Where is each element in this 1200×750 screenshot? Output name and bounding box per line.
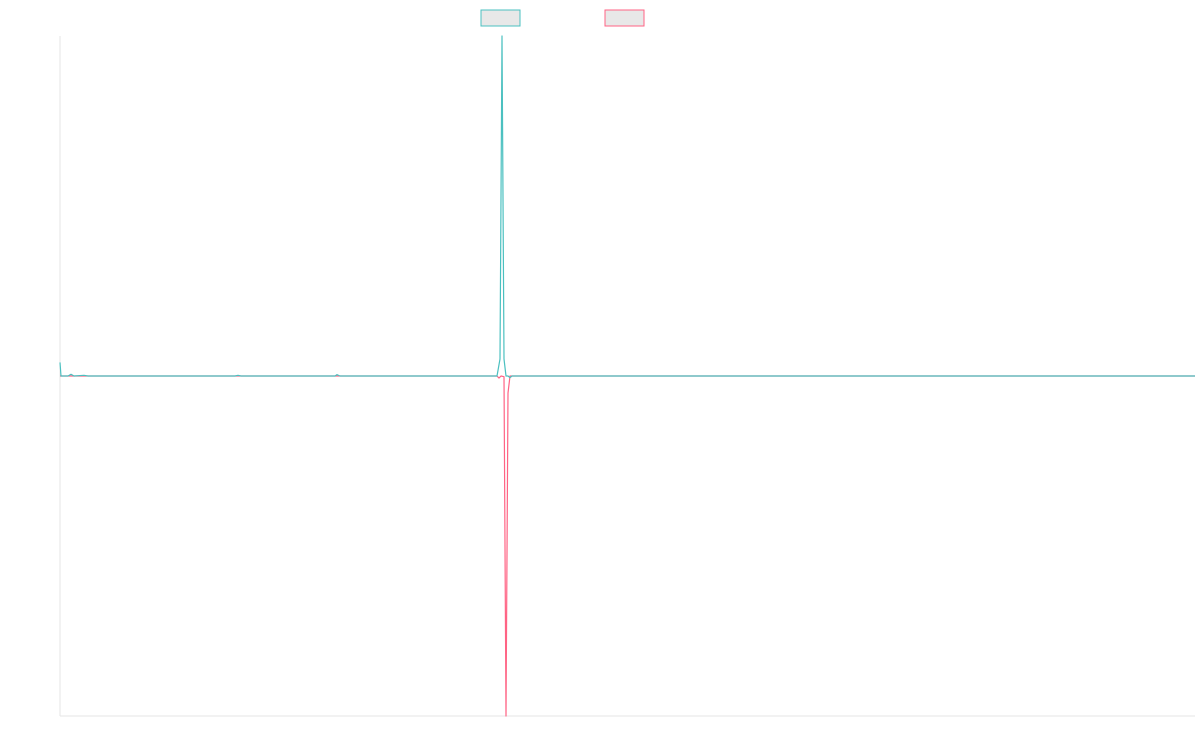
series-line-2 <box>60 375 1195 717</box>
legend-swatch-series-1[interactable] <box>480 9 521 27</box>
series-line-1 <box>59 35 1195 379</box>
legend-swatch-series-2[interactable] <box>604 9 645 27</box>
